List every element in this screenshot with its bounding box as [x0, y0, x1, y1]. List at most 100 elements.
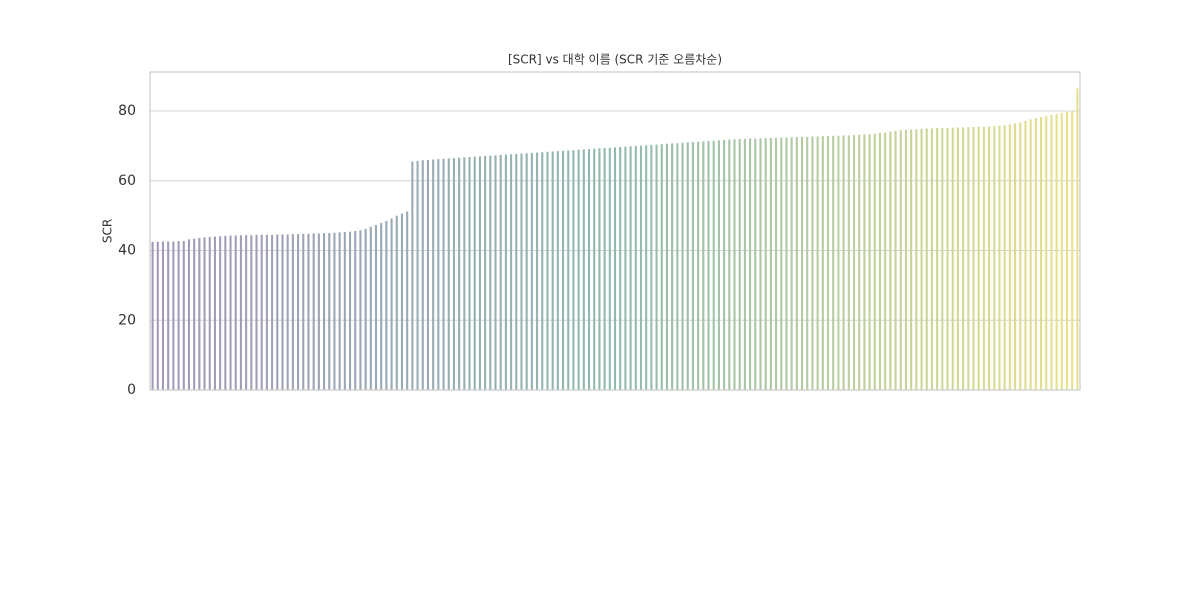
bar [1045, 115, 1048, 391]
y-tick-label: 20 [118, 312, 136, 328]
bar [468, 157, 471, 390]
y-axis-label: SCR [101, 219, 115, 243]
bar [587, 149, 591, 390]
bar [1034, 118, 1037, 391]
bar [510, 154, 513, 390]
bar [167, 241, 170, 390]
bar [759, 138, 762, 390]
bar [348, 231, 352, 390]
bar [697, 141, 700, 390]
bar [530, 152, 533, 390]
bar [712, 140, 715, 390]
bar [385, 220, 388, 390]
bar [775, 137, 778, 390]
bar [754, 138, 757, 390]
bar [484, 156, 487, 390]
bar [343, 232, 346, 390]
bar [645, 145, 648, 390]
bar [551, 151, 554, 390]
bar [307, 233, 310, 390]
bar [208, 236, 211, 390]
bar [271, 234, 274, 390]
bar [728, 139, 731, 390]
bar [956, 127, 959, 390]
bar [437, 159, 440, 390]
bar [832, 135, 835, 390]
bar [1050, 114, 1053, 391]
bar [458, 157, 461, 390]
bar [250, 235, 253, 390]
bar [582, 149, 585, 390]
bar [904, 129, 907, 390]
bar [634, 145, 637, 390]
bar [982, 126, 985, 391]
bar [1024, 120, 1027, 390]
bar [328, 233, 331, 390]
bar [681, 142, 684, 390]
bar [380, 222, 383, 390]
bar [156, 241, 159, 390]
bar [593, 148, 596, 390]
bar [291, 234, 294, 390]
bar [733, 139, 736, 390]
bar [925, 128, 928, 390]
bar [572, 150, 575, 390]
y-tick-label: 60 [118, 173, 136, 189]
bar [562, 150, 565, 390]
bar [374, 225, 378, 390]
bar [187, 239, 191, 390]
bar [546, 151, 549, 390]
bar [536, 152, 539, 390]
bar [1019, 122, 1022, 391]
bar [255, 234, 258, 390]
bar [302, 233, 305, 390]
bar [816, 136, 819, 390]
bar [899, 130, 902, 390]
bar [941, 128, 944, 390]
bar [354, 231, 357, 390]
bar [1065, 111, 1069, 390]
bar [499, 154, 502, 390]
bar [525, 153, 528, 390]
bar [847, 135, 850, 390]
bar [889, 131, 892, 390]
bar [219, 236, 222, 390]
bar [884, 132, 887, 390]
bar [494, 155, 497, 390]
bar [665, 143, 668, 390]
bar [224, 235, 227, 390]
bar [780, 137, 783, 390]
bar [317, 233, 320, 390]
bar [1055, 113, 1058, 390]
bar [421, 160, 424, 390]
bar [619, 146, 622, 390]
bar [333, 232, 336, 390]
bar [852, 135, 856, 390]
bar [260, 234, 263, 390]
bar [702, 141, 705, 390]
bar [213, 236, 216, 390]
bar [691, 142, 694, 390]
bar [915, 129, 918, 390]
bar [998, 125, 1001, 391]
bar [806, 136, 809, 390]
bar [910, 129, 913, 390]
bar [177, 241, 180, 390]
bar [245, 235, 248, 390]
bar [338, 232, 341, 390]
bar [764, 138, 767, 390]
bar [686, 142, 689, 390]
bar [193, 238, 196, 390]
bar [629, 146, 632, 390]
chart-title: [SCR] vs 대학 이름 (SCR 기준 오름차순) [508, 53, 722, 67]
y-tick-label: 80 [118, 103, 136, 119]
bar [452, 158, 455, 390]
bar [161, 241, 165, 390]
bar [229, 235, 232, 390]
bar [749, 138, 752, 390]
bar [447, 158, 450, 390]
bar [541, 152, 544, 390]
bar [411, 161, 414, 390]
bar [489, 155, 492, 390]
